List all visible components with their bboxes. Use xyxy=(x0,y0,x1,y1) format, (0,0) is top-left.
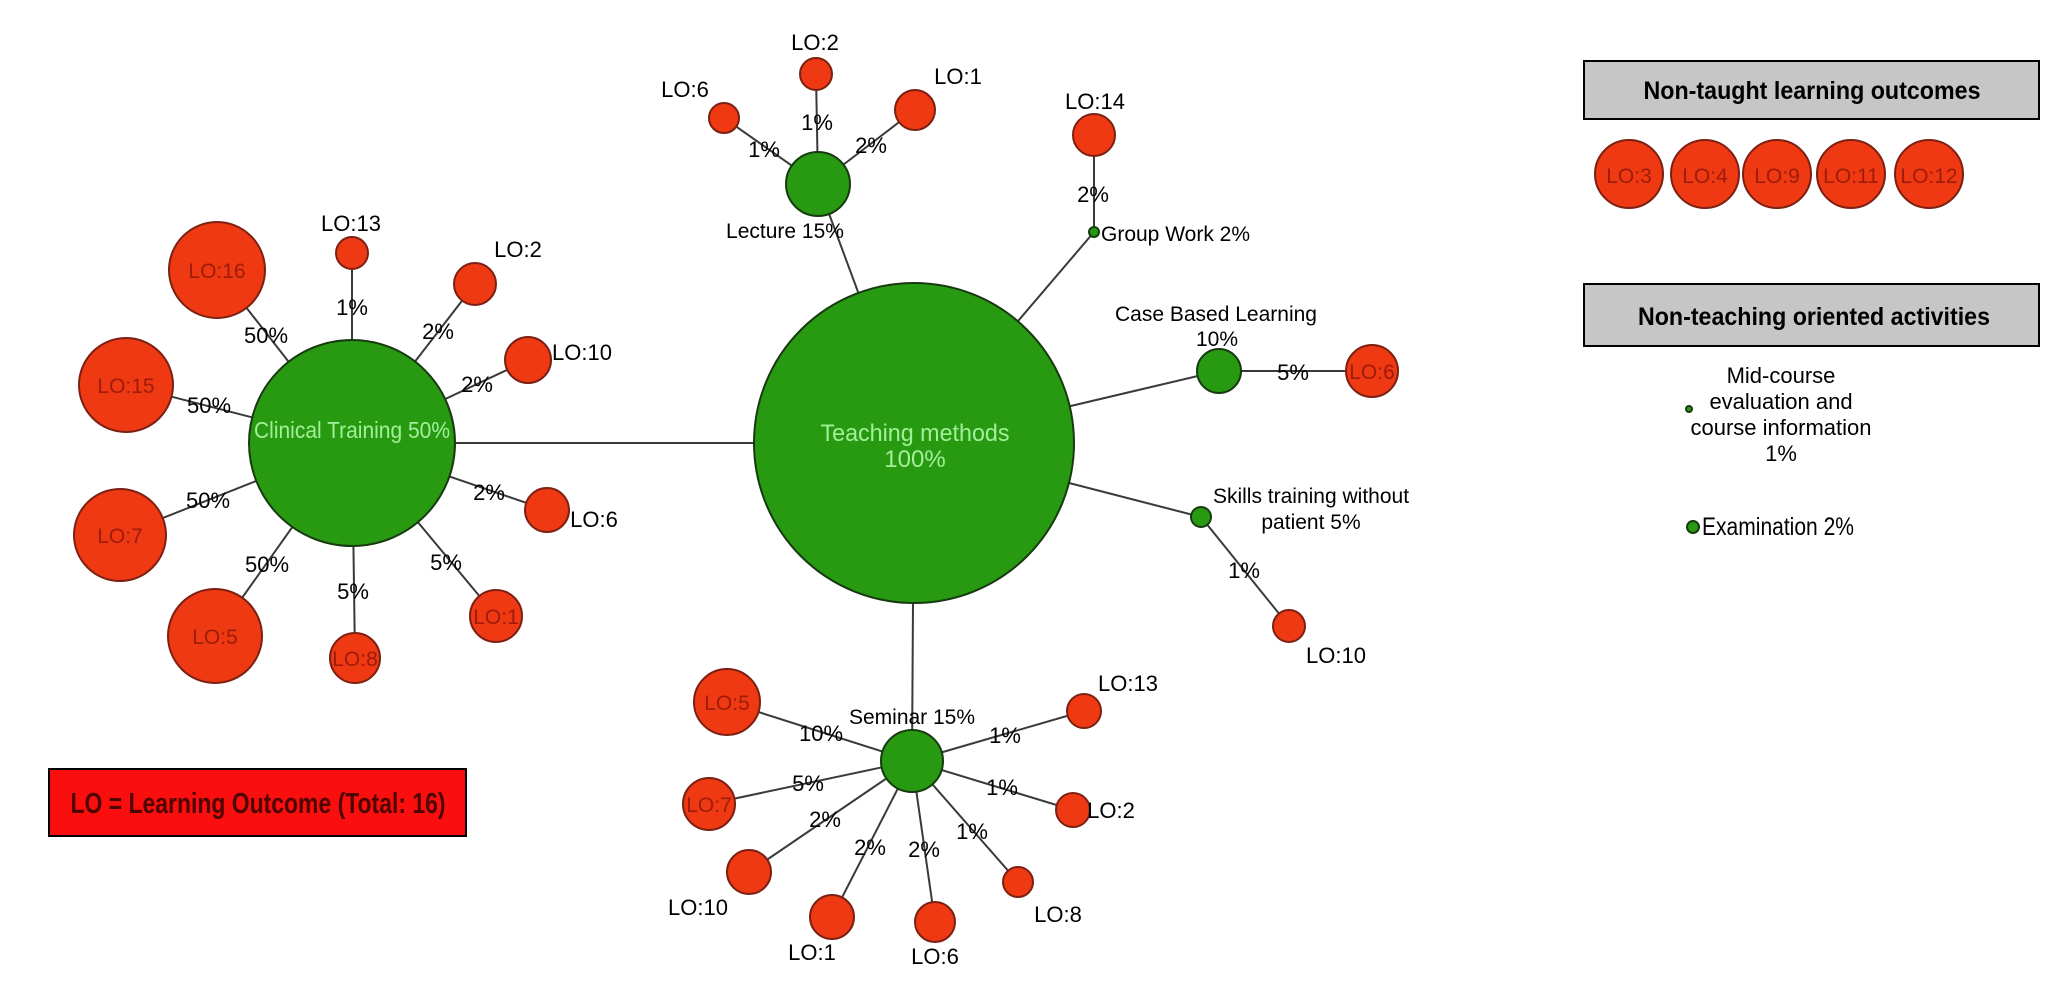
svg-text:5%: 5% xyxy=(430,550,462,575)
svg-text:10%: 10% xyxy=(799,721,843,746)
svg-text:LO:13: LO:13 xyxy=(1098,671,1158,696)
svg-text:course information: course information xyxy=(1691,415,1872,440)
svg-text:LO:6: LO:6 xyxy=(570,507,618,532)
svg-text:LO:14: LO:14 xyxy=(1065,89,1125,114)
svg-text:LO:13: LO:13 xyxy=(321,211,381,236)
svg-text:100%: 100% xyxy=(884,446,945,473)
svg-text:LO:1: LO:1 xyxy=(934,64,982,89)
svg-text:2%: 2% xyxy=(422,319,454,344)
svg-text:1%: 1% xyxy=(336,295,368,320)
svg-text:LO = Learning Outcome (Total:: LO = Learning Outcome (Total: 16) xyxy=(71,788,446,820)
svg-text:2%: 2% xyxy=(908,837,940,862)
svg-text:2%: 2% xyxy=(809,807,841,832)
svg-text:2%: 2% xyxy=(855,133,887,158)
svg-text:1%: 1% xyxy=(748,137,780,162)
svg-text:LO:15: LO:15 xyxy=(97,375,154,398)
svg-text:LO:6: LO:6 xyxy=(661,77,709,102)
svg-text:LO:6: LO:6 xyxy=(1349,361,1395,384)
svg-text:2%: 2% xyxy=(1077,182,1109,207)
svg-text:LO:12: LO:12 xyxy=(1900,165,1957,188)
svg-text:50%: 50% xyxy=(244,323,288,348)
svg-text:50%: 50% xyxy=(245,552,289,577)
svg-text:Clinical Training 50%: Clinical Training 50% xyxy=(254,417,450,443)
svg-text:LO:10: LO:10 xyxy=(552,340,612,365)
svg-text:LO:4: LO:4 xyxy=(1682,165,1728,188)
svg-text:evaluation and: evaluation and xyxy=(1709,389,1852,414)
svg-text:LO:10: LO:10 xyxy=(668,895,728,920)
svg-text:LO:2: LO:2 xyxy=(494,237,542,262)
svg-text:2%: 2% xyxy=(473,480,505,505)
svg-text:Non-teaching oriented activiti: Non-teaching oriented activities xyxy=(1638,303,1990,331)
svg-text:1%: 1% xyxy=(1765,441,1797,466)
svg-text:50%: 50% xyxy=(187,393,231,418)
svg-text:LO:1: LO:1 xyxy=(788,940,836,965)
svg-text:5%: 5% xyxy=(337,579,369,604)
svg-text:LO:10: LO:10 xyxy=(1306,643,1366,668)
svg-text:Seminar 15%: Seminar 15% xyxy=(849,706,975,729)
svg-text:2%: 2% xyxy=(854,835,886,860)
svg-text:LO:2: LO:2 xyxy=(791,30,839,55)
svg-text:LO:5: LO:5 xyxy=(192,626,238,649)
svg-text:50%: 50% xyxy=(186,488,230,513)
svg-text:LO:2: LO:2 xyxy=(1087,798,1135,823)
svg-text:LO:11: LO:11 xyxy=(1823,165,1879,188)
svg-text:1%: 1% xyxy=(801,110,833,135)
svg-text:1%: 1% xyxy=(986,775,1018,800)
svg-text:LO:8: LO:8 xyxy=(1034,902,1082,927)
svg-text:Non-taught learning outcomes: Non-taught learning outcomes xyxy=(1644,77,1981,105)
svg-text:10%: 10% xyxy=(1196,328,1238,351)
svg-text:LO:7: LO:7 xyxy=(686,794,732,817)
svg-text:1%: 1% xyxy=(989,723,1021,748)
svg-text:LO:16: LO:16 xyxy=(188,260,245,283)
svg-text:5%: 5% xyxy=(792,771,824,796)
svg-text:Mid-course: Mid-course xyxy=(1727,363,1836,388)
svg-text:patient 5%: patient 5% xyxy=(1261,511,1360,534)
svg-text:Teaching methods: Teaching methods xyxy=(821,420,1010,447)
svg-text:Case Based Learning: Case Based Learning xyxy=(1115,303,1317,326)
svg-text:LO:3: LO:3 xyxy=(1606,165,1652,188)
svg-text:LO:5: LO:5 xyxy=(704,692,750,715)
svg-text:5%: 5% xyxy=(1277,360,1309,385)
svg-text:Group Work 2%: Group Work 2% xyxy=(1101,223,1250,246)
svg-text:1%: 1% xyxy=(956,819,988,844)
svg-text:LO:7: LO:7 xyxy=(97,525,143,548)
svg-text:Examination 2%: Examination 2% xyxy=(1702,513,1854,541)
svg-text:Skills training without: Skills training without xyxy=(1213,485,1409,508)
svg-text:LO:9: LO:9 xyxy=(1754,165,1800,188)
svg-text:LO:8: LO:8 xyxy=(332,648,378,671)
svg-text:2%: 2% xyxy=(461,372,493,397)
svg-text:LO:1: LO:1 xyxy=(473,606,519,629)
svg-text:Lecture 15%: Lecture 15% xyxy=(726,220,844,243)
svg-text:LO:6: LO:6 xyxy=(911,944,959,969)
svg-text:1%: 1% xyxy=(1228,558,1260,583)
